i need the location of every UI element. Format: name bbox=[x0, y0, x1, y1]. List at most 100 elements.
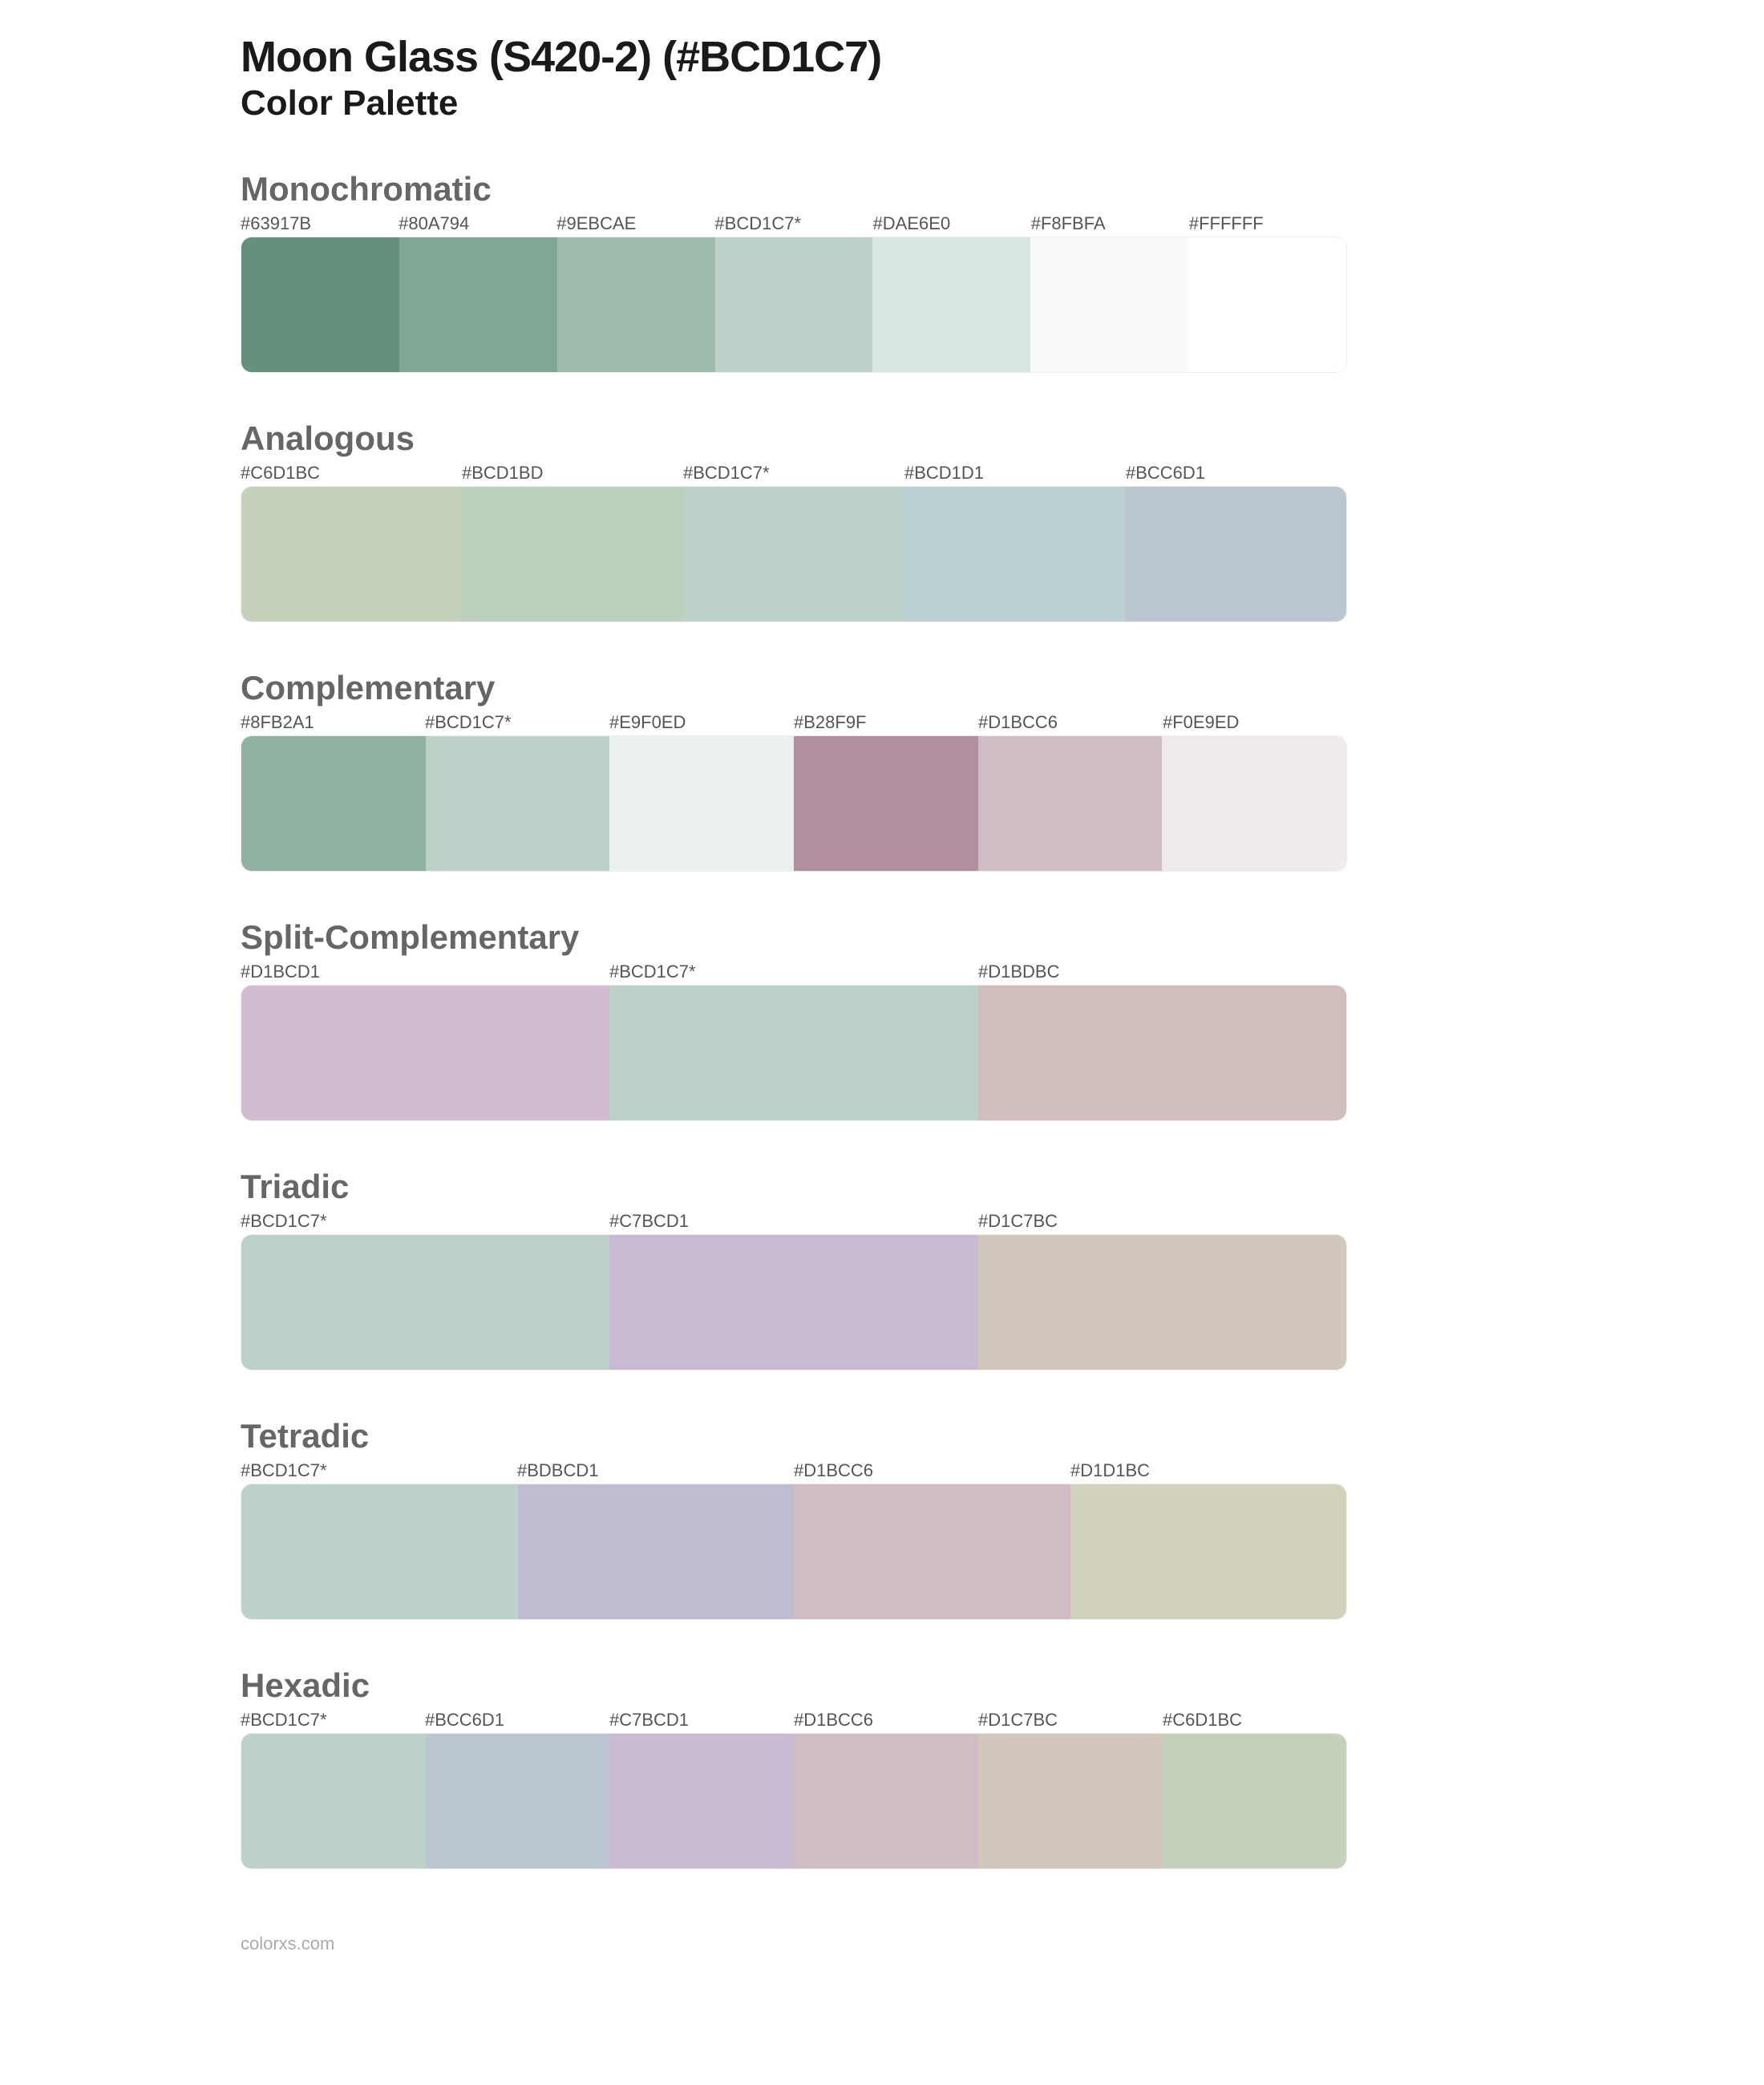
color-swatch[interactable] bbox=[872, 237, 1030, 372]
palette-section: Analogous #C6D1BC#BCD1BD#BCD1C7*#BCD1D1#B… bbox=[241, 419, 1347, 622]
swatch-labels-row: #BCD1C7*#BDBCD1#D1BCC6#D1D1BC bbox=[241, 1460, 1347, 1484]
swatch-label: #D1D1BC bbox=[1070, 1460, 1347, 1484]
palette-sections: Monochromatic#63917B#80A794#9EBCAE#BCD1C… bbox=[241, 170, 1347, 1869]
color-swatch[interactable] bbox=[794, 1484, 1070, 1619]
swatch-labels-row: #D1BCD1#BCD1C7*#D1BDBC bbox=[241, 962, 1347, 985]
swatch-label: #BCD1C7* bbox=[241, 1460, 517, 1484]
swatch-row bbox=[241, 237, 1347, 373]
color-swatch[interactable] bbox=[241, 1734, 426, 1868]
swatch-label: #B28F9F bbox=[794, 712, 978, 735]
swatch-labels-row: #63917B#80A794#9EBCAE#BCD1C7*#DAE6E0#F8F… bbox=[241, 213, 1347, 237]
swatch-labels-row: #8FB2A1#BCD1C7*#E9F0ED#B28F9F#D1BCC6#F0E… bbox=[241, 712, 1347, 735]
palette-page: Moon Glass (S420-2) (#BCD1C7) Color Pale… bbox=[241, 32, 1347, 2002]
color-swatch[interactable] bbox=[1030, 237, 1188, 372]
swatch-row bbox=[241, 985, 1347, 1121]
swatch-row bbox=[241, 486, 1347, 622]
swatch-row bbox=[241, 1234, 1347, 1370]
swatch-label: #C6D1BC bbox=[241, 463, 462, 486]
page-subtitle: Color Palette bbox=[241, 83, 1347, 123]
palette-section: Monochromatic #63917B#80A794#9EBCAE#BCD1C… bbox=[241, 170, 1347, 373]
swatch-label: #D1BCC6 bbox=[794, 1460, 1070, 1484]
swatch-row bbox=[241, 1484, 1347, 1620]
swatch-label: #E9F0ED bbox=[609, 712, 794, 735]
swatch-label: #C6D1BC bbox=[1163, 1710, 1347, 1733]
color-swatch[interactable] bbox=[609, 986, 977, 1120]
page-title: Moon Glass (S420-2) (#BCD1C7) bbox=[241, 32, 1347, 82]
swatch-label: #BCD1C7* bbox=[425, 712, 609, 735]
color-swatch[interactable] bbox=[241, 986, 609, 1120]
section-title: Triadic bbox=[241, 1168, 1347, 1206]
section-title: Tetradic bbox=[241, 1417, 1347, 1455]
swatch-label: #D1BCC6 bbox=[978, 712, 1163, 735]
swatch-label: #F0E9ED bbox=[1163, 712, 1347, 735]
swatch-label: #D1BCC6 bbox=[794, 1710, 978, 1733]
color-swatch[interactable] bbox=[609, 1734, 794, 1868]
swatch-label: #D1BCD1 bbox=[241, 962, 609, 985]
color-swatch[interactable] bbox=[978, 986, 1346, 1120]
swatch-label: #FFFFFF bbox=[1189, 213, 1347, 237]
color-swatch[interactable] bbox=[683, 487, 904, 621]
swatch-label: #D1C7BC bbox=[978, 1211, 1347, 1234]
swatch-label: #DAE6E0 bbox=[873, 213, 1031, 237]
swatch-label: #BDBCD1 bbox=[517, 1460, 794, 1484]
swatch-label: #63917B bbox=[241, 213, 399, 237]
section-title: Hexadic bbox=[241, 1666, 1347, 1705]
color-swatch[interactable] bbox=[609, 1235, 977, 1370]
swatch-label: #8FB2A1 bbox=[241, 712, 425, 735]
swatch-label: #BCD1C7* bbox=[241, 1211, 609, 1234]
section-title: Analogous bbox=[241, 419, 1347, 458]
swatch-label: #BCC6D1 bbox=[1126, 463, 1347, 486]
color-swatch[interactable] bbox=[978, 1734, 1163, 1868]
color-swatch[interactable] bbox=[241, 1235, 609, 1370]
color-swatch[interactable] bbox=[1188, 237, 1346, 372]
color-swatch[interactable] bbox=[1125, 487, 1346, 621]
color-swatch[interactable] bbox=[241, 487, 463, 621]
color-swatch[interactable] bbox=[1070, 1484, 1347, 1619]
color-swatch[interactable] bbox=[518, 1484, 795, 1619]
color-swatch[interactable] bbox=[426, 1734, 610, 1868]
swatch-label: #BCD1C7* bbox=[241, 1710, 425, 1733]
palette-section: Tetradic #BCD1C7*#BDBCD1#D1BCC6#D1D1BC bbox=[241, 1417, 1347, 1620]
swatch-label: #BCC6D1 bbox=[425, 1710, 609, 1733]
swatch-label: #80A794 bbox=[399, 213, 556, 237]
color-swatch[interactable] bbox=[794, 1734, 978, 1868]
swatch-row bbox=[241, 735, 1347, 872]
swatch-label: #C7BCD1 bbox=[609, 1211, 978, 1234]
color-swatch[interactable] bbox=[426, 736, 610, 871]
color-swatch[interactable] bbox=[241, 1484, 518, 1619]
swatch-label: #C7BCD1 bbox=[609, 1710, 794, 1733]
palette-section: Triadic #BCD1C7*#C7BCD1#D1C7BC bbox=[241, 1168, 1347, 1370]
color-swatch[interactable] bbox=[609, 736, 794, 871]
swatch-label: #BCD1C7* bbox=[714, 213, 872, 237]
section-title: Split-Complementary bbox=[241, 918, 1347, 957]
swatch-label: #BCD1C7* bbox=[683, 463, 904, 486]
color-swatch[interactable] bbox=[1162, 736, 1346, 871]
footer-site: colorxs.com bbox=[241, 1933, 1347, 2002]
color-swatch[interactable] bbox=[241, 736, 426, 871]
swatch-labels-row: #BCD1C7*#C7BCD1#D1C7BC bbox=[241, 1211, 1347, 1234]
color-swatch[interactable] bbox=[794, 736, 978, 871]
swatch-label: #BCD1C7* bbox=[609, 962, 978, 985]
palette-section: Hexadic #BCD1C7*#BCC6D1#C7BCD1#D1BCC6#D1C… bbox=[241, 1666, 1347, 1869]
swatch-label: #9EBCAE bbox=[556, 213, 714, 237]
color-swatch[interactable] bbox=[463, 487, 684, 621]
palette-section: Split-Complementary #D1BCD1#BCD1C7*#D1BDB… bbox=[241, 918, 1347, 1121]
color-swatch[interactable] bbox=[557, 237, 715, 372]
palette-section: Complementary #8FB2A1#BCD1C7*#E9F0ED#B28F… bbox=[241, 669, 1347, 872]
color-swatch[interactable] bbox=[978, 736, 1163, 871]
swatch-labels-row: #C6D1BC#BCD1BD#BCD1C7*#BCD1D1#BCC6D1 bbox=[241, 463, 1347, 486]
swatch-label: #D1BDBC bbox=[978, 962, 1347, 985]
color-swatch[interactable] bbox=[978, 1235, 1346, 1370]
swatch-label: #BCD1D1 bbox=[904, 463, 1126, 486]
swatch-label: #BCD1BD bbox=[462, 463, 683, 486]
color-swatch[interactable] bbox=[904, 487, 1126, 621]
color-swatch[interactable] bbox=[241, 237, 399, 372]
section-title: Monochromatic bbox=[241, 170, 1347, 208]
swatch-row bbox=[241, 1733, 1347, 1869]
section-title: Complementary bbox=[241, 669, 1347, 707]
swatch-labels-row: #BCD1C7*#BCC6D1#C7BCD1#D1BCC6#D1C7BC#C6D… bbox=[241, 1710, 1347, 1733]
color-swatch[interactable] bbox=[399, 237, 557, 372]
color-swatch[interactable] bbox=[1162, 1734, 1346, 1868]
swatch-label: #F8FBFA bbox=[1031, 213, 1189, 237]
color-swatch[interactable] bbox=[715, 237, 873, 372]
